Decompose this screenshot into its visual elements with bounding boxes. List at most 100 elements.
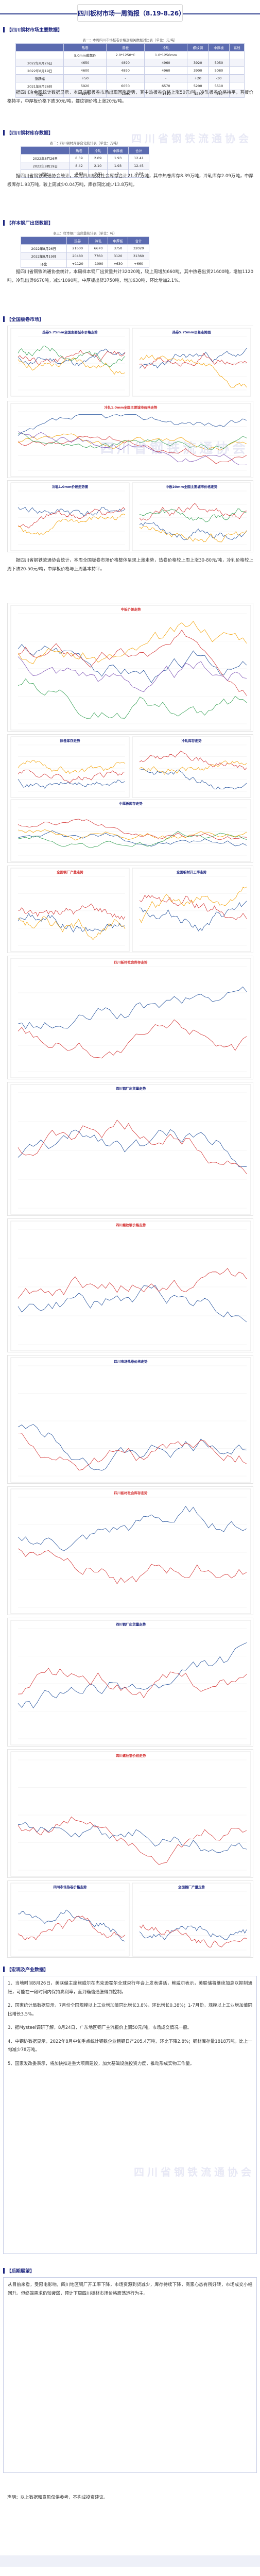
chart-frame: [10, 1620, 251, 1745]
table-cell: 4890: [106, 66, 145, 75]
section-title: 【宏观及产业数据】: [7, 1968, 49, 1973]
table-cell: 3120: [108, 252, 129, 260]
table-cell: [229, 66, 245, 75]
series-line: [18, 678, 247, 719]
chart-block-8: 四川钢厂出货量走势: [7, 1082, 253, 1216]
chart-block-1: 热卷5.75mm全国主要城市价格走势 热卷5.75mm价差走势图: [7, 326, 254, 398]
chart-svg-13: 四川螺纹钢价格走势: [10, 1751, 251, 1877]
table-header-cell: 热卷: [66, 236, 89, 245]
table-cell: +660: [128, 260, 149, 268]
chart-svg-3: 冷轧1.0mm价差走势图 中板20mm全国主要城市价格走势: [10, 482, 251, 551]
chart-block-11: 四川板材社会库存走势: [7, 1486, 253, 1615]
table-cell: 4890: [106, 59, 145, 67]
inventory-table: 表二：四川钢材库存变化统计表（单位：万吨） 热卷 冷轧 中厚板 合计 2022年8月2…: [21, 140, 149, 178]
series-line: [139, 751, 247, 770]
series-line: [139, 353, 247, 369]
series-line: [139, 769, 247, 789]
chart-title: 热卷库存走势: [60, 738, 81, 743]
series-line: [18, 431, 247, 466]
chart-frame: [10, 1221, 251, 1351]
chart-block-9: 四川螺纹钢价格走势: [7, 1218, 253, 1352]
note-2: 2、国家统计局数据显示，7月份全国规模以上工业增加值同比增长3.8%，环比增长0…: [8, 2003, 252, 2017]
table-cell: 5.0mm成都价: [63, 51, 107, 59]
chart-frame: [10, 799, 251, 862]
table-header-cell: [21, 146, 70, 155]
table-row: 2022年8月19日 4600 4890 4960 3900 5080: [15, 66, 245, 75]
table-cell: -1280: [187, 90, 209, 98]
table-cell: 20480: [66, 252, 89, 260]
series-line: [139, 354, 247, 388]
table-cell: 3920: [187, 59, 209, 67]
table-cell: 4650: [63, 59, 107, 67]
table-row: 涨跌幅 +50- - +20 -30: [15, 74, 245, 82]
chart-title: 四川市场热卷价格走势: [54, 1885, 88, 1889]
chart-frame: [10, 605, 251, 731]
section-heading-2: 【四川钢材库存数据】: [3, 129, 53, 137]
chart-title: 四川螺纹钢价格走势: [116, 1753, 146, 1758]
series-line: [18, 831, 247, 849]
market-paragraph: 据四川冶金网统计数据显示，本周成都板卷市场出现回涨走势，其中热板卷价格上涨50元…: [7, 90, 253, 104]
table-header-cell: 冷轧: [88, 236, 109, 245]
chart-svg-12: 四川钢厂出货量走势: [10, 1620, 251, 1745]
chart-title: 全国板材开工率走势: [176, 870, 207, 874]
series-line: [18, 1019, 247, 1059]
series-line: [18, 1433, 247, 1471]
chart-title: 四川市场热卷价格走势: [114, 1359, 148, 1364]
note-3: 3、据Mysteel调研了解，8月24日，广东地区钢厂主流报价上调50元/吨，市…: [8, 2025, 192, 2030]
table-cell: 8.42: [69, 162, 89, 170]
table-cell: -460: [208, 90, 230, 98]
chart-block-13: 四川螺纹钢价格走势: [7, 1749, 253, 1878]
chart-title: 中厚板库存走势: [119, 801, 143, 806]
table-cell: 1.93: [107, 162, 129, 170]
series-line: [18, 1816, 247, 1865]
table-cell: 4960: [144, 66, 188, 75]
table-cell: 12.45: [128, 162, 149, 170]
section-heading-5: 【宏观及产业数据】: [3, 1965, 48, 1973]
page-title: 四川板材市场一周简报（8.19-8.26）: [77, 4, 185, 22]
section-marker: [3, 2268, 5, 2274]
series-line: [18, 1822, 247, 1853]
chart-frame: [132, 736, 251, 798]
section-heading-4: 【全国板卷市场】: [3, 315, 44, 323]
table-header-cell: 冷轧: [88, 146, 108, 155]
chart-svg-9: 四川螺纹钢价格走势: [10, 1221, 251, 1351]
section-heading-6: 【后期展望】: [3, 2267, 34, 2275]
table-cell: -1270: [63, 90, 107, 98]
series-line: [18, 778, 126, 789]
table-header-cell: 中厚板: [108, 236, 129, 245]
table-cell: 2.10: [88, 162, 108, 170]
macro-notes: 1、当地时间8月26日，美联储主席鲍威尔在杰克逊霍尔全球央行年会上发表讲话，鲍威…: [3, 1976, 257, 2254]
table-row: 2021年8月26日 5920 6050 6570 5200 5510: [15, 82, 245, 90]
table-cell: 4960: [144, 59, 188, 67]
table-cell: +630: [108, 260, 129, 268]
table-cell: [15, 51, 64, 59]
outlook-box: 从目前来看，受限电影响，四川地区钢厂开工率下降，市场资源到货减少，库存持续下降，…: [3, 2277, 257, 2473]
series-line: [18, 830, 247, 847]
series-line: [139, 503, 247, 521]
table-cell: +1120: [66, 260, 89, 268]
table-cell: 2.0*1250*C: [106, 51, 145, 59]
series-line: [18, 630, 247, 696]
table-cell: 2022年8月26日: [15, 59, 64, 67]
table-cell: -1160: [106, 90, 145, 98]
section-marker: [3, 316, 5, 322]
table-header-cell: 热卷: [63, 43, 107, 52]
section-title: 【四川钢材市场主要数据】: [7, 28, 63, 33]
chart-block-12: 四川钢厂出货量走势: [7, 1618, 253, 1747]
table-header-cell: 普板: [106, 43, 145, 52]
table-caption: 表三：样本钢厂出货量统计表（单位：吨）: [53, 231, 117, 235]
series-line: [139, 894, 247, 921]
chart-title: 中板价差走势: [121, 607, 142, 612]
chart-title: 中板20mm全国主要城市价格走势: [166, 484, 218, 489]
chart-frame: [132, 1883, 251, 1957]
series-line: [18, 1285, 247, 1323]
chart-frame: [10, 328, 130, 397]
series-line: [18, 986, 247, 1029]
chart-title: 四川钢厂出货量走势: [116, 1086, 146, 1091]
table-row: 5.0mm成都价 2.0*1250*C 1.0*1250mm: [15, 51, 245, 59]
chart-svg-10: 四川市场热卷价格走势: [10, 1357, 251, 1483]
series-line: [139, 887, 247, 923]
series-line: [18, 349, 126, 365]
chart-svg-7: 四川板材社会库存走势: [10, 958, 251, 1078]
